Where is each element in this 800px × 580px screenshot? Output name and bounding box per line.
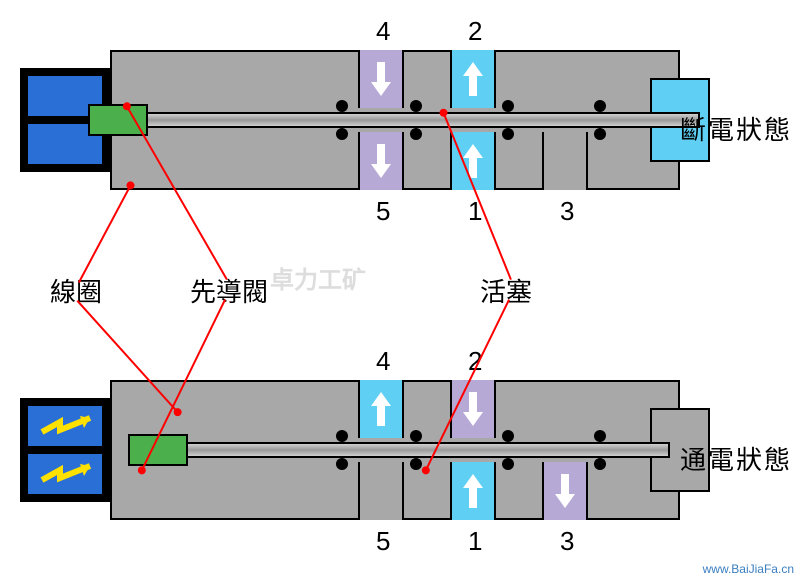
port-num-5: 5 xyxy=(376,196,390,227)
port-1 xyxy=(450,132,496,190)
port-num-3: 3 xyxy=(560,196,574,227)
coil-block xyxy=(20,398,110,502)
port-2 xyxy=(450,50,496,108)
coil-lower xyxy=(28,454,102,494)
port-1 xyxy=(450,462,496,520)
port-2 xyxy=(450,380,496,438)
state-off-label: 斷電狀態 xyxy=(680,110,792,147)
port-5 xyxy=(358,132,404,190)
port-3 xyxy=(542,132,588,190)
port-num-2: 2 xyxy=(468,346,482,377)
bolt-icon xyxy=(38,414,96,438)
port-4 xyxy=(358,50,404,108)
spool-rod xyxy=(140,442,670,458)
bolt-icon xyxy=(38,462,96,486)
port-4 xyxy=(358,380,404,438)
watermark-br: www.BaiJiaFa.cn xyxy=(703,562,794,576)
valve-on: 4 2 5 1 3 xyxy=(40,350,680,550)
coil-upper xyxy=(28,406,102,446)
watermark-center: 卓力工矿 xyxy=(270,260,366,295)
port-num-4: 4 xyxy=(376,346,390,377)
port-3 xyxy=(542,462,588,520)
port-num-5: 5 xyxy=(376,526,390,557)
port-num-3: 3 xyxy=(560,526,574,557)
spool-rod xyxy=(100,112,700,128)
state-on-label: 通電狀態 xyxy=(680,440,792,477)
port-num-4: 4 xyxy=(376,16,390,47)
port-5 xyxy=(358,462,404,520)
callout-coil: 線圈 xyxy=(50,272,102,309)
port-num-1: 1 xyxy=(468,526,482,557)
pilot-valve xyxy=(88,104,148,136)
callout-pilot: 先導閥 xyxy=(190,272,268,309)
port-num-2: 2 xyxy=(468,16,482,47)
